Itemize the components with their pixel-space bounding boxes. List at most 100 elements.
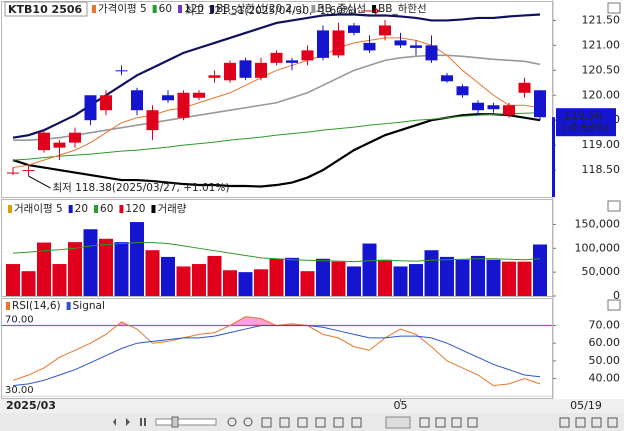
legend-swatch [66, 302, 71, 310]
y-tick-label: 119.00 [582, 138, 621, 151]
volume-bar [130, 222, 144, 296]
volume-bar [502, 261, 516, 296]
y-tick-label: 150,000 [575, 217, 621, 230]
candle-body [177, 92, 190, 118]
y-tick-label: 100,000 [575, 241, 621, 254]
volume-bar [99, 238, 113, 296]
legend-label: RSI(14,6) [12, 300, 61, 312]
candle-body [348, 25, 360, 33]
volume-bar [192, 264, 206, 296]
volume-bar [285, 257, 299, 296]
volume-bar [52, 264, 67, 296]
y-tick-label: 121.50 [582, 13, 621, 26]
overbought-area [117, 316, 308, 326]
candle-body [53, 142, 66, 148]
volume-bar [393, 266, 408, 296]
y-tick-label: 118.50 [582, 163, 621, 176]
candle-body [503, 105, 515, 116]
low-annotation: 최저 118.38(2025/03/27, +1.01%) [53, 182, 230, 194]
volume-bar [207, 255, 222, 296]
volume-bar [471, 255, 485, 296]
legend-label: 60 [100, 203, 113, 215]
volume-bar [533, 244, 547, 296]
candle-body [332, 30, 345, 56]
volume-bar [68, 242, 82, 296]
candle-body [270, 52, 283, 63]
candle-body [394, 40, 407, 46]
toolbar-icons[interactable] [112, 416, 618, 429]
candle-body [100, 95, 112, 111]
candle-body [84, 95, 97, 121]
chart-title: KTB10 2506 [8, 3, 83, 16]
y-tick-label: 60.00 [589, 336, 621, 349]
volume-bar [176, 266, 191, 296]
candle-body [441, 75, 453, 82]
legend-swatch [151, 205, 156, 213]
volume-bar [83, 229, 98, 296]
volume-bar [331, 261, 346, 296]
panel-frames [1, 0, 554, 399]
candle-body [193, 92, 205, 98]
indicator-line [12, 112, 541, 161]
volume-bar [378, 259, 392, 296]
legend-swatch [210, 5, 215, 13]
reference-label: 30.00 [5, 385, 34, 396]
volume-bar [424, 250, 439, 296]
volume-bar [300, 271, 315, 296]
last-price-box [556, 108, 616, 137]
candle-body [69, 132, 81, 143]
legend-label: 120 [184, 3, 204, 15]
reference-label: 70.00 [5, 315, 34, 326]
volume-bar [316, 258, 330, 296]
legend-label: 가격이평 5 [98, 2, 147, 15]
panel-icons[interactable] [607, 2, 621, 311]
legend-swatch [152, 5, 157, 13]
candle-body [487, 105, 500, 110]
candle-body [162, 95, 174, 101]
start-date: 2025/03 [6, 399, 56, 412]
candle-body [239, 60, 252, 78]
y-tick-label: 40.00 [589, 372, 621, 385]
low-arrow [28, 175, 51, 189]
candle-body [518, 82, 531, 93]
legend-label: 거래량 [157, 203, 186, 215]
legend-label: 60 [159, 3, 172, 15]
legend-swatch [311, 5, 316, 13]
candle-body [286, 60, 298, 63]
volume-bar [440, 256, 454, 296]
y-tick-label: 120.00 [582, 88, 621, 101]
candle-body [534, 90, 546, 118]
volume-bar [161, 256, 175, 296]
volume-bar [21, 271, 36, 296]
title-box [4, 1, 88, 17]
y-tick-label: 50,000 [582, 265, 621, 278]
legend-label: 20 [75, 203, 88, 215]
volume-bar [114, 242, 129, 296]
indicator-line [13, 54, 541, 141]
legend-swatch [8, 205, 12, 213]
candle-body [379, 25, 391, 36]
volume-bar [455, 259, 470, 296]
candle-body [208, 75, 221, 78]
candle-body [146, 110, 159, 131]
candle-body [456, 86, 469, 96]
legend-swatch [94, 205, 99, 213]
candle-body [7, 172, 19, 174]
legend-label: Signal [73, 300, 105, 312]
legend-swatch [178, 5, 183, 13]
y-tick-label: 70.00 [589, 319, 621, 332]
candle-body [301, 50, 314, 61]
volume-bar [517, 261, 532, 296]
candle-body [115, 70, 128, 72]
volume-bar [6, 264, 20, 296]
y-tick-label: 120.50 [582, 63, 621, 76]
volume-average [12, 242, 541, 263]
y-tick-label: 50.00 [589, 354, 621, 367]
rsi-line [12, 325, 541, 387]
high-arrow [360, 7, 380, 15]
last-change: (-0.63%) [562, 121, 610, 134]
candle-body [363, 42, 376, 51]
volume-bar [409, 264, 423, 296]
y-tick-label: 0 [613, 289, 620, 302]
